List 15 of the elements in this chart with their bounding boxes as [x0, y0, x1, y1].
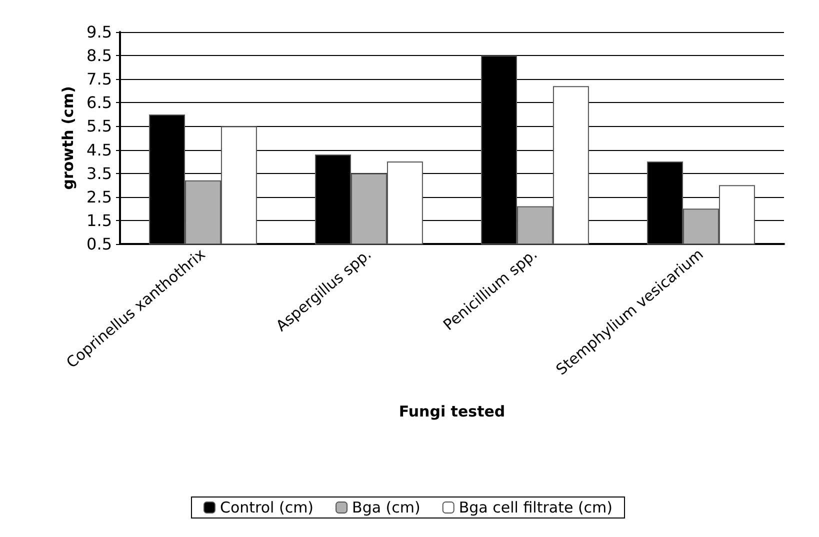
- y-tick-label: 1.5: [86, 210, 112, 230]
- y-tick-label: 5.5: [86, 116, 112, 136]
- x-axis-title: Fungi tested: [398, 402, 506, 420]
- y-tick-label: 6.5: [86, 93, 112, 112]
- y-tick-label: 3.5: [86, 164, 112, 183]
- y-tick-label: 2.5: [86, 187, 112, 206]
- y-axis-title: growth (cm): [59, 86, 78, 190]
- y-tick-label: 0.5: [86, 234, 112, 254]
- legend-label: Bga (cm): [352, 498, 420, 516]
- y-tick-label: 4.5: [86, 140, 112, 160]
- y-tick-label: 8.5: [86, 46, 112, 66]
- y-tick-label: 9.5: [86, 22, 112, 42]
- legend-label: Control (cm): [220, 498, 314, 516]
- y-tick-label: 7.5: [86, 70, 112, 89]
- legend-label: Bga cell filtrate (cm): [458, 498, 613, 516]
